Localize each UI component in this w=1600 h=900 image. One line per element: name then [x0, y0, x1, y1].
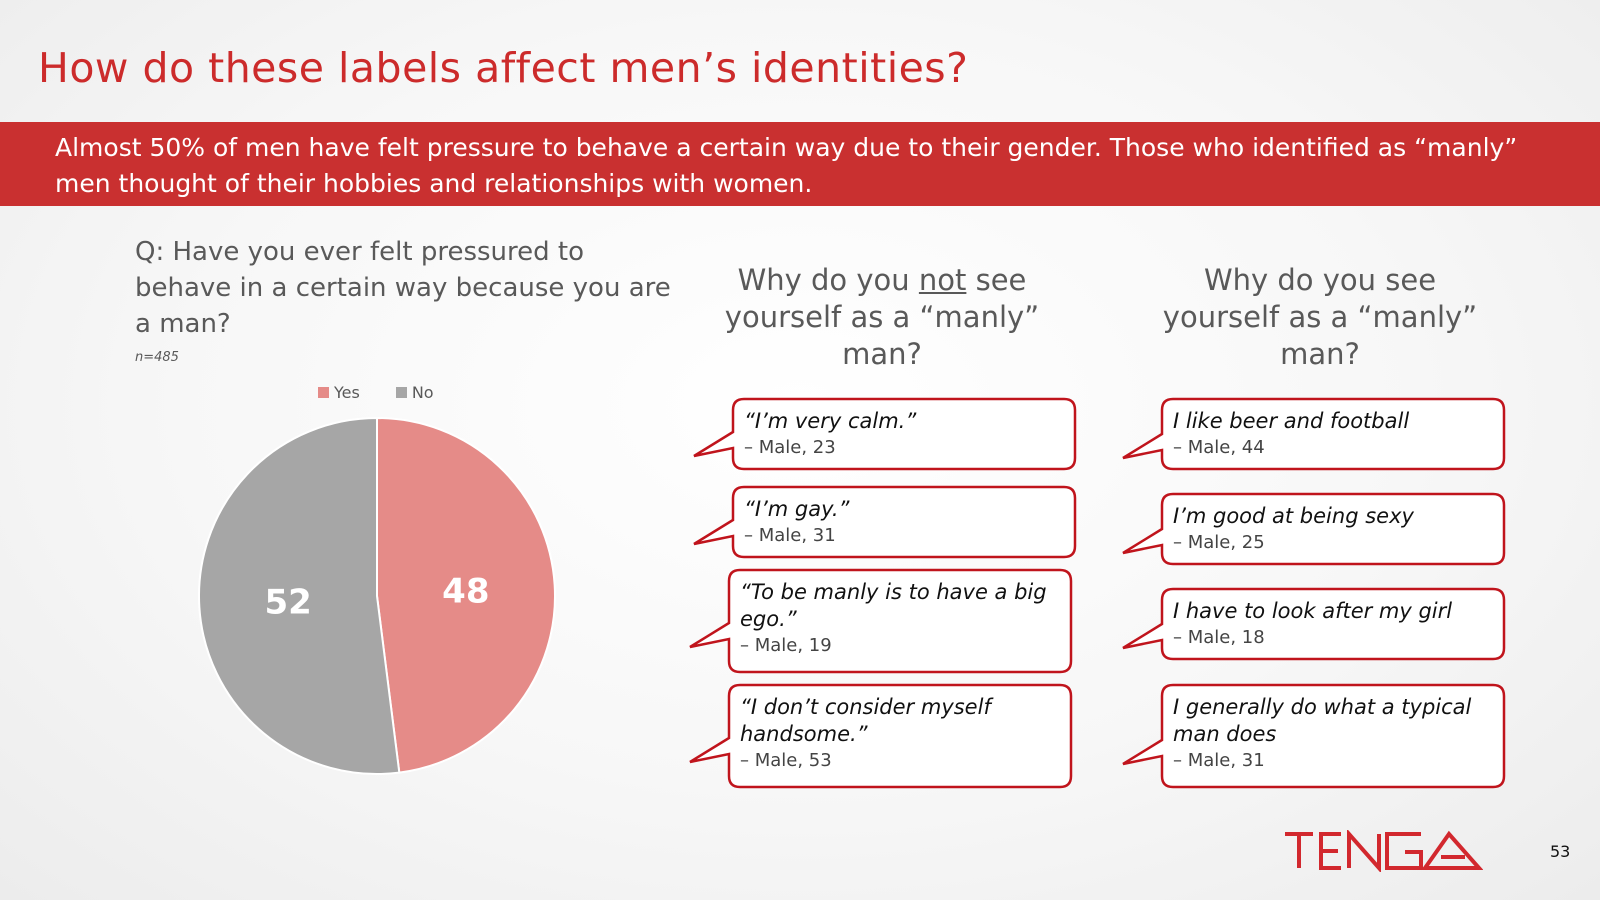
legend-label-yes: Yes [334, 383, 360, 402]
speech-bubble-shape [1122, 397, 1506, 471]
speech-bubble-shape [1122, 492, 1506, 566]
not-manly-heading: Why do you not see yourself as a “manly”… [724, 263, 1040, 371]
pie-slice-no [198, 416, 401, 775]
tenga-logo [1285, 830, 1483, 872]
not-manly-quote-bubble: “I don’t consider myself handsome.” – Mal… [689, 683, 1073, 789]
pie-label-yes: 48 [442, 571, 489, 611]
speech-bubble-shape [693, 485, 1077, 559]
legend-label-no: No [411, 383, 434, 402]
not-manly-quote-bubble: “I’m very calm.” – Male, 23 [693, 397, 1077, 471]
not-manly-quote-bubble: “To be manly is to have a big ego.” – Mal… [689, 568, 1073, 674]
quote-attribution: – Male, 31 [744, 525, 836, 546]
legend-swatch-no [395, 387, 407, 398]
quote-text: I generally do what a typical man does [1173, 695, 1472, 746]
question-text: Q: Have you ever felt pressured to behav… [135, 237, 671, 339]
manly-quote-bubble: I’m good at being sexy – Male, 25 [1122, 492, 1506, 566]
quote-text: I have to look after my girl [1173, 599, 1453, 623]
manly-heading: Why do you see yourself as a “manly” man… [1162, 263, 1478, 371]
not-manly-quote-bubble: “I’m gay.” – Male, 31 [693, 485, 1077, 559]
banner-text: Almost 50% of men have felt pressure to … [55, 133, 1518, 198]
sample-size-note: n=485 [135, 350, 179, 365]
manly-quote-bubble: I have to look after my girl – Male, 18 [1122, 587, 1506, 661]
quote-attribution: – Male, 31 [1173, 750, 1265, 771]
quote-attribution: – Male, 23 [744, 437, 836, 458]
speech-bubble-shape [1122, 587, 1506, 661]
manly-quote-bubble: I generally do what a typical man does – … [1122, 683, 1506, 789]
pie-label-no: 52 [265, 583, 312, 623]
quote-attribution: – Male, 44 [1173, 437, 1265, 458]
page-number: 53 [1550, 842, 1571, 861]
quote-text: I’m good at being sexy [1173, 504, 1414, 528]
summary-banner: Almost 50% of men have felt pressure to … [0, 122, 1600, 206]
quote-attribution: – Male, 18 [1173, 627, 1265, 648]
quote-text: “I’m very calm.” [744, 409, 917, 433]
speech-bubble-shape [689, 568, 1073, 674]
quote-text: “I’m gay.” [744, 497, 850, 521]
manly-quote-bubble: I like beer and football – Male, 44 [1122, 397, 1506, 471]
slide-title: How do these labels affect men’s identit… [38, 44, 969, 92]
pie-slice-yes [376, 416, 556, 774]
chart-legend: Yes No [318, 383, 434, 402]
quote-attribution: – Male, 25 [1173, 532, 1265, 553]
speech-bubble-shape [1122, 683, 1506, 789]
quote-text: I like beer and football [1173, 409, 1410, 433]
pie-chart: 48 52 [198, 416, 556, 775]
heading-emphasis-not: not [918, 263, 967, 297]
quote-text: “To be manly is to have a big ego.” [740, 580, 1047, 631]
quote-text: “I don’t consider myself handsome.” [740, 695, 991, 746]
quote-attribution: – Male, 53 [740, 750, 832, 771]
speech-bubble-shape [693, 397, 1077, 471]
speech-bubble-shape [689, 683, 1073, 789]
quote-attribution: – Male, 19 [740, 635, 832, 656]
legend-item-no: No [395, 383, 434, 402]
legend-item-yes: Yes [318, 383, 360, 402]
legend-swatch-yes [318, 387, 329, 398]
